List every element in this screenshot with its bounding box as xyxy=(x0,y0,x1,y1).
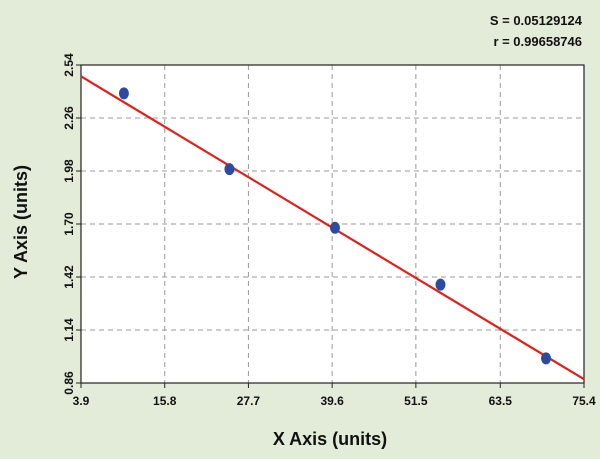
x-tick-label: 3.9 xyxy=(73,394,90,408)
plot-border xyxy=(80,64,585,384)
y-tick-label: 1.70 xyxy=(62,212,76,236)
x-tick-label: 39.6 xyxy=(320,394,344,408)
stat-s-value: S = 0.05129124 xyxy=(490,13,583,28)
data-point xyxy=(118,87,129,100)
y-tick-label: 1.14 xyxy=(62,318,76,342)
stat-r-value: r = 0.99658746 xyxy=(493,34,582,49)
x-tick-label: 15.8 xyxy=(153,394,177,408)
data-point xyxy=(435,278,446,291)
data-point xyxy=(224,163,235,176)
y-tick-label: 1.42 xyxy=(62,265,76,289)
y-tick-label: 0.86 xyxy=(62,371,76,395)
y-tick-label: 1.98 xyxy=(62,159,76,183)
data-point xyxy=(329,221,340,234)
plot-area: 3.9 15.8 27.7 39.6 51.5 63.5 75.4 2.54 2.26 1.98 1… xyxy=(62,53,596,408)
y-tick-label: 2.54 xyxy=(62,53,76,77)
x-tick-label: 27.7 xyxy=(237,394,261,408)
x-axis-title: X Axis (units) xyxy=(273,429,387,449)
x-tick-label: 51.5 xyxy=(404,394,428,408)
x-tick-label: 75.4 xyxy=(572,394,596,408)
y-axis-title: Y Axis (units) xyxy=(11,165,31,279)
data-point xyxy=(541,352,552,365)
x-tick-label: 63.5 xyxy=(489,394,513,408)
y-tick-label: 2.26 xyxy=(62,106,76,130)
